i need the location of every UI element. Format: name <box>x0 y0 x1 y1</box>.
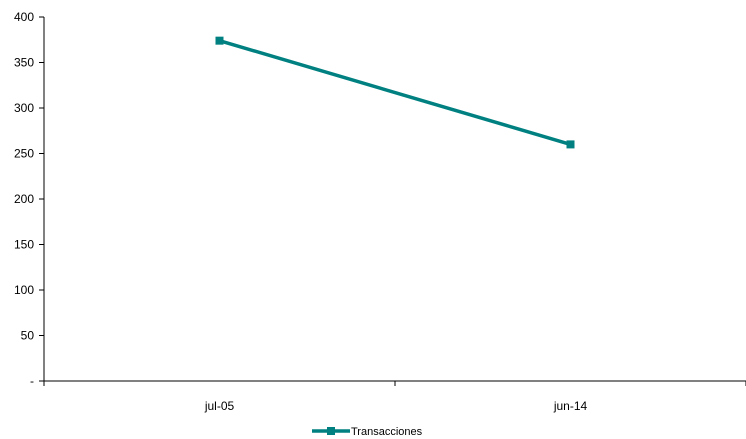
x-tick-label: jul-05 <box>204 399 235 413</box>
y-tick-label: 200 <box>14 192 34 206</box>
y-axis-ticks: - 50 100 150 200 250 300 350 400 <box>14 10 44 388</box>
data-point-marker <box>215 36 224 45</box>
legend: Transacciones <box>312 426 423 438</box>
data-point-marker <box>566 140 575 149</box>
series-line-transacciones <box>219 38 571 147</box>
y-tick-label: 50 <box>21 329 35 343</box>
y-tick-label: - <box>30 374 34 388</box>
y-tick-label: 350 <box>14 56 34 70</box>
y-tick-label: 300 <box>14 101 34 115</box>
x-axis-ticks: jul-05 jun-14 <box>43 381 746 413</box>
legend-marker <box>327 427 335 435</box>
legend-label: Transacciones <box>351 426 423 438</box>
series-layer <box>215 36 575 149</box>
y-tick-label: 400 <box>14 10 34 24</box>
y-tick-label: 250 <box>14 147 34 161</box>
y-tick-label: 100 <box>14 283 34 297</box>
x-tick-label: jun-14 <box>553 399 588 413</box>
axes <box>43 17 746 382</box>
y-tick-label: 150 <box>14 238 34 252</box>
